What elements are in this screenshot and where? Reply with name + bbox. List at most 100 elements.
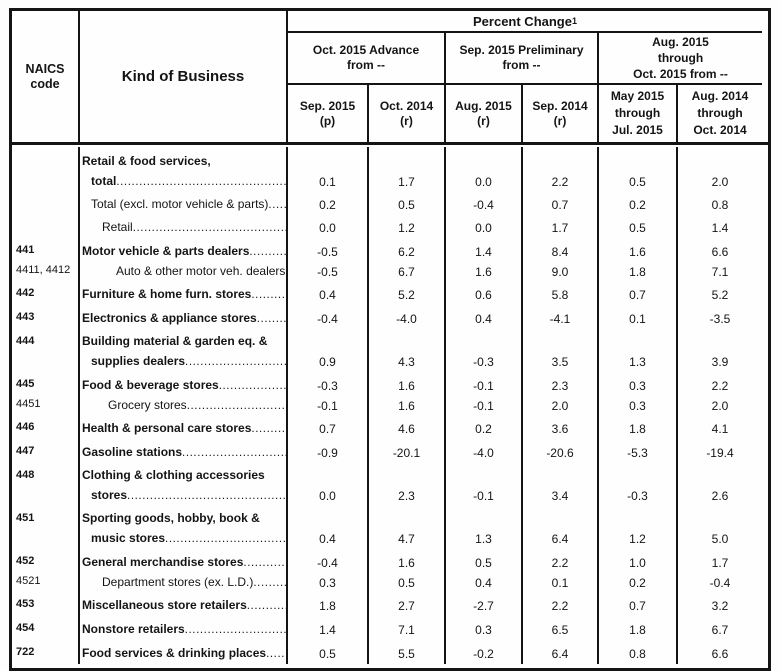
percent-change-value: 0.9 xyxy=(319,355,336,369)
percent-change-value: -5.3 xyxy=(627,446,648,460)
column-header-may-through-jul: May 2015 through Jul. 2015 xyxy=(599,85,678,142)
business-label-text: Miscellaneous store retailers xyxy=(82,598,247,612)
percent-change-value: -0.3 xyxy=(317,379,338,393)
naics-code-cell: 4411, 4412 xyxy=(12,262,80,281)
value-cell: 0.1 xyxy=(523,573,599,592)
group1-line2: from -- xyxy=(347,58,385,72)
percent-change-value: 0.6 xyxy=(475,288,492,302)
value-cell: 3.5 xyxy=(523,329,599,372)
value-cell: 0.1 xyxy=(599,305,678,329)
percent-change-value: -0.5 xyxy=(317,245,338,259)
percent-change-value: -0.1 xyxy=(473,399,494,413)
percent-change-value: 4.6 xyxy=(398,422,415,436)
value-cell: -0.1 xyxy=(288,396,369,415)
value-cell: 2.0 xyxy=(523,396,599,415)
percent-change-value: -0.5 xyxy=(317,265,338,279)
business-label-text: Department stores (ex. L.D.) xyxy=(102,575,254,589)
percent-change-value: 0.2 xyxy=(319,198,336,212)
percent-change-value: 1.3 xyxy=(475,532,492,546)
value-cell: -0.5 xyxy=(288,262,369,281)
group1-line1: Oct. 2015 Advance xyxy=(312,43,420,57)
business-label-cell: Retail & food services, total xyxy=(80,147,288,192)
naics-code-cell: 442 xyxy=(12,281,80,305)
percent-change-value: 1.2 xyxy=(398,221,415,235)
value-cell: 1.8 xyxy=(599,262,678,281)
percent-change-value: 2.0 xyxy=(711,175,729,189)
business-label-cell: Electronics & appliance stores xyxy=(80,305,288,329)
col4-line1: Sep. 2014 xyxy=(532,98,588,113)
business-label-cell: Nonstore retailers xyxy=(80,616,288,640)
percent-change-value: 0.1 xyxy=(551,576,569,590)
percent-change-value: 4.3 xyxy=(398,355,415,369)
percent-change-value: 3.2 xyxy=(711,599,729,613)
table-header: NAICS code Kind of Business Percent Chan… xyxy=(12,11,768,145)
value-cell: -0.3 xyxy=(288,372,369,396)
value-cell: 5.2 xyxy=(678,281,762,305)
percent-change-value: -0.3 xyxy=(473,355,494,369)
percent-change-value: 0.0 xyxy=(475,175,492,189)
business-label-text: Electronics & appliance stores xyxy=(82,311,257,325)
value-cell: -3.5 xyxy=(678,305,762,329)
value-cell: 0.7 xyxy=(288,415,369,439)
value-cell: 2.0 xyxy=(678,396,762,415)
percent-change-value: 2.0 xyxy=(551,399,569,413)
percent-change-value: 4.7 xyxy=(398,532,415,546)
percent-change-value: 0.5 xyxy=(398,576,415,590)
col1-line2: (p) xyxy=(319,113,336,128)
dot-leader xyxy=(268,194,286,215)
percent-change-value: -4.0 xyxy=(473,446,494,460)
business-label-cell: Total (excl. motor vehicle & parts) xyxy=(80,192,288,215)
value-cell: 1.3 xyxy=(599,329,678,372)
value-cell: 0.4 xyxy=(446,305,523,329)
value-cell: 1.4 xyxy=(678,215,762,238)
value-cell: -19.4 xyxy=(678,439,762,463)
value-cell: 1.8 xyxy=(599,415,678,439)
value-cell: 1.7 xyxy=(678,549,762,573)
value-cell: 2.2 xyxy=(523,147,599,192)
value-cell: 5.5 xyxy=(369,640,446,664)
naics-code-cell: 443 xyxy=(12,305,80,329)
value-cell: 6.5 xyxy=(523,616,599,640)
percent-change-value: 1.8 xyxy=(629,422,646,436)
col5-line3: Jul. 2015 xyxy=(612,123,663,137)
value-cell: 0.5 xyxy=(369,573,446,592)
naics-code-cell: 448 xyxy=(12,463,80,506)
value-cell: 4.7 xyxy=(369,506,446,549)
percent-change-value: 1.7 xyxy=(551,221,569,235)
value-cell: 6.7 xyxy=(369,262,446,281)
percent-change-value: 0.7 xyxy=(319,422,336,436)
value-cell: 0.7 xyxy=(599,592,678,616)
percent-change-value: 5.2 xyxy=(398,288,415,302)
percent-change-value: 0.3 xyxy=(629,399,646,413)
percent-change-value: 1.6 xyxy=(629,245,646,259)
percent-change-value: 1.6 xyxy=(398,379,415,393)
percent-change-value: 2.2 xyxy=(551,599,569,613)
group2-line2: from -- xyxy=(502,58,541,72)
percent-change-value: 6.5 xyxy=(551,623,569,637)
column-header-aug-through-oct: Aug. 2014 through Oct. 2014 xyxy=(678,85,762,142)
percent-change-value: 0.5 xyxy=(629,175,646,189)
dot-leader xyxy=(253,573,286,592)
percent-change-value: 0.5 xyxy=(629,221,646,235)
col5-line2: through xyxy=(614,106,661,120)
value-cell: -0.2 xyxy=(446,640,523,664)
value-cell: 1.3 xyxy=(446,506,523,549)
percent-change-value: -0.3 xyxy=(627,489,648,503)
percent-change-value: 0.3 xyxy=(475,623,492,637)
percent-change-value: -0.4 xyxy=(317,556,338,570)
percent-change-value: -3.5 xyxy=(709,312,731,326)
naics-code-cell: 445 xyxy=(12,372,80,396)
naics-code-cell: 441 xyxy=(12,238,80,262)
percent-change-value: 0.2 xyxy=(475,422,492,436)
business-label-text: Clothing & clothing accessories xyxy=(82,468,265,482)
dot-leader xyxy=(266,643,286,664)
percent-change-value: 1.4 xyxy=(475,245,492,259)
percent-change-value: -19.4 xyxy=(706,446,734,460)
percent-change-value: 5.8 xyxy=(551,288,569,302)
col1-line1: Sep. 2015 xyxy=(299,98,356,113)
value-cell: 8.4 xyxy=(523,238,599,262)
value-cell: -2.7 xyxy=(446,592,523,616)
percent-change-value: 6.4 xyxy=(551,532,569,546)
percent-change-value: 8.4 xyxy=(551,245,569,259)
value-cell: 0.2 xyxy=(446,415,523,439)
